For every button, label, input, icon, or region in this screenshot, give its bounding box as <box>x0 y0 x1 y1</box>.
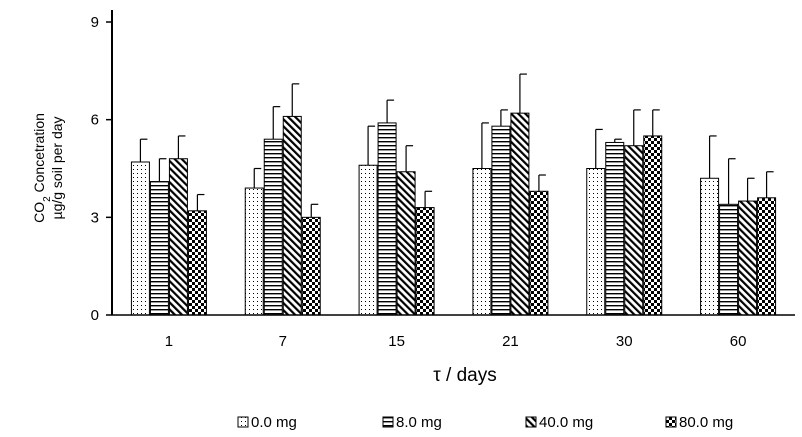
x-ticks: 1 7 15 21 30 60 <box>165 333 747 350</box>
bar <box>472 168 492 316</box>
legend-swatch <box>382 416 394 428</box>
y-tick-label: 6 <box>91 112 99 129</box>
y-axis-label-line2: µg/g soil per day <box>49 116 65 219</box>
bar <box>605 141 625 316</box>
bar <box>187 210 207 316</box>
bar <box>586 168 606 316</box>
bar <box>149 181 169 316</box>
bar <box>491 125 511 316</box>
bar <box>719 203 739 316</box>
bar <box>301 216 321 316</box>
legend-label: 8.0 mg <box>396 414 442 431</box>
x-tick-label: 7 <box>279 333 287 350</box>
x-axis-label: τ / days <box>433 365 496 386</box>
bar <box>396 171 416 316</box>
bar <box>738 200 758 316</box>
y-ticks: 0 3 6 9 <box>91 14 112 324</box>
bars-layer <box>130 112 777 316</box>
y-tick-label: 9 <box>91 14 99 31</box>
bar <box>510 112 530 316</box>
legend: 0.0 mg 8.0 mg 40.0 mg 80.0 mg <box>237 414 733 431</box>
x-tick-label: 15 <box>388 333 405 350</box>
bar <box>643 135 663 316</box>
bar <box>168 158 188 316</box>
y-tick-label: 3 <box>91 209 99 226</box>
legend-label: 0.0 mg <box>251 414 297 431</box>
error-bars-layer <box>139 73 774 218</box>
bar <box>529 190 549 316</box>
legend-swatch <box>665 416 677 428</box>
bar <box>282 115 302 316</box>
bar <box>415 207 435 316</box>
bar <box>358 164 378 316</box>
x-tick-label: 1 <box>165 333 173 350</box>
legend-swatch <box>237 416 249 428</box>
y-axis-label: CO2 Concetration <box>31 113 53 223</box>
x-tick-label: 30 <box>616 333 633 350</box>
bar <box>700 177 720 316</box>
bar <box>377 122 397 316</box>
x-tick-label: 21 <box>502 333 519 350</box>
x-tick-label: 60 <box>730 333 747 350</box>
bar <box>757 197 777 316</box>
legend-label: 40.0 mg <box>539 414 593 431</box>
bar <box>263 138 283 316</box>
bar <box>130 161 150 316</box>
legend-label: 80.0 mg <box>679 414 733 431</box>
bar <box>244 187 264 316</box>
y-tick-label: 0 <box>91 307 99 324</box>
bar <box>624 145 644 316</box>
legend-swatch <box>525 416 537 428</box>
